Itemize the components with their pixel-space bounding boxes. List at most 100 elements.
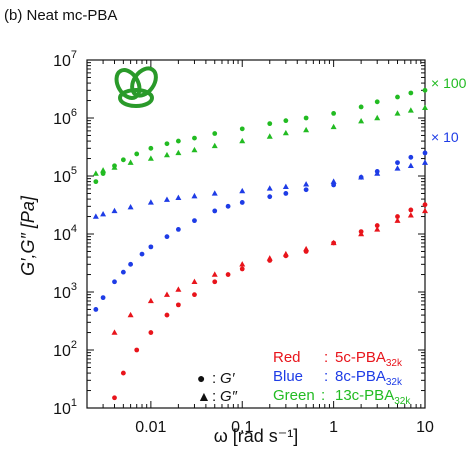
data-point: [175, 286, 182, 292]
data-point: [358, 174, 365, 180]
legend-colon: :: [212, 370, 216, 387]
data-point: [163, 151, 170, 158]
data-point: [192, 135, 197, 141]
data-point: [303, 181, 310, 187]
data-point: [175, 194, 182, 201]
data-point: [395, 94, 400, 100]
data-point: [395, 160, 400, 166]
legend-name: 13c-PBA: [335, 387, 394, 404]
legend-colon: :: [321, 387, 325, 404]
y-tick-exp: 2: [71, 339, 77, 351]
x-tick-label: 0.1: [231, 419, 253, 436]
data-point: [407, 162, 414, 168]
data-point: [192, 292, 197, 298]
data-point: [408, 154, 414, 160]
data-point: [374, 223, 380, 228]
data-point: [139, 251, 145, 257]
y-tick-base: 10: [53, 227, 71, 244]
data-point: [266, 133, 273, 139]
data-point: [93, 179, 99, 185]
data-point: [120, 269, 126, 275]
data-point: [408, 207, 414, 213]
data-point: [134, 151, 140, 157]
data-point: [100, 167, 107, 173]
data-point: [407, 107, 414, 113]
data-point: [282, 250, 289, 257]
data-point: [374, 170, 381, 176]
y-axis-label: G′,G″ [Pa]: [18, 195, 38, 276]
data-point: [112, 395, 117, 401]
data-point: [239, 126, 245, 132]
data-point: [211, 190, 218, 196]
data-point: [175, 302, 181, 308]
y-tick-exp: 3: [71, 281, 77, 293]
data-point: [267, 121, 273, 127]
legend-name: 5c-PBA: [335, 349, 386, 366]
y-tick-label: 105: [53, 165, 77, 186]
data-point: [127, 159, 134, 165]
data-point: [283, 191, 289, 196]
legend-colon: :: [324, 349, 328, 366]
data-point: [225, 203, 231, 209]
data-point: [303, 187, 309, 193]
data-point: [128, 261, 133, 267]
data-point: [239, 266, 245, 272]
data-point: [422, 87, 428, 93]
x-tick-label: 1: [329, 419, 338, 436]
data-point: [330, 239, 337, 246]
data-point: [212, 279, 218, 285]
data-point: [303, 245, 310, 252]
data-point: [239, 261, 246, 267]
data-point: [282, 183, 289, 190]
data-point: [127, 311, 134, 318]
data-point: [394, 165, 401, 171]
data-point: [330, 178, 337, 184]
y-tick-exp: 4: [71, 223, 77, 235]
y-tick-exp: 6: [71, 107, 77, 119]
y-tick-label: 106: [53, 107, 77, 128]
data-point: [192, 218, 197, 224]
data-point: [303, 115, 309, 121]
data-point: [92, 170, 99, 176]
x-axis-label: ω [rad s⁻¹]: [214, 426, 299, 446]
y-tick-exp: 1: [71, 397, 77, 409]
y-tick-label: 103: [53, 281, 77, 302]
data-point: [330, 123, 337, 130]
data-point: [211, 142, 218, 149]
data-point: [407, 212, 414, 218]
y-tick-label: 101: [53, 397, 77, 418]
data-point: [422, 207, 428, 214]
data-point: [112, 279, 117, 285]
y-tick-base: 10: [53, 111, 71, 128]
data-point: [422, 159, 428, 165]
data-point: [163, 196, 170, 202]
data-point: [422, 202, 428, 208]
y-tick-base: 10: [53, 343, 71, 360]
data-point: [283, 118, 289, 124]
legend-color-word: Blue: [273, 368, 303, 385]
y-tick-base: 10: [53, 169, 71, 186]
data-point: [147, 155, 154, 161]
data-point: [239, 137, 246, 144]
data-point: [111, 207, 118, 214]
data-point: [395, 214, 400, 219]
data-point: [303, 126, 310, 133]
data-point: [175, 227, 181, 232]
data-point: [394, 110, 401, 116]
legend-symbol: ▲: [197, 388, 211, 404]
data-point: [163, 291, 170, 297]
data-point: [111, 329, 118, 335]
legend-color-word: Red: [273, 349, 301, 366]
y-tick-exp: 7: [71, 49, 77, 61]
data-point: [374, 114, 381, 121]
data-point: [267, 194, 273, 200]
legend-color-word: Green: [273, 387, 315, 404]
data-point: [374, 99, 380, 105]
data-point: [225, 272, 231, 277]
data-point: [358, 230, 365, 237]
data-point: [358, 118, 365, 124]
data-point: [282, 129, 289, 136]
data-point: [120, 370, 126, 376]
annotation: × 100: [431, 75, 467, 91]
